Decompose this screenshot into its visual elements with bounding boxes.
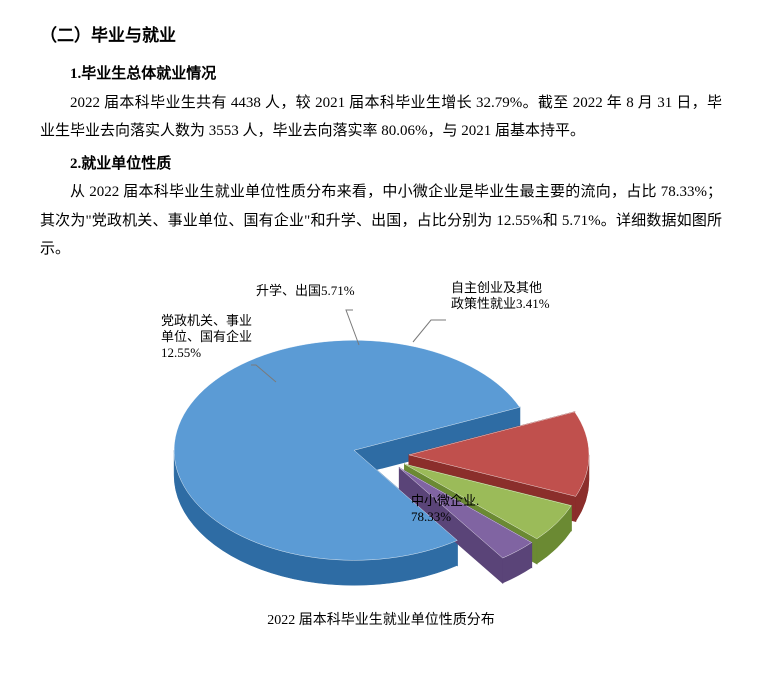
subsection-1-title: 1.毕业生总体就业情况 [40, 60, 722, 89]
pie-slice-label: 升学、出国5.71% [256, 283, 355, 298]
pie-chart: 中小微企业.78.33% 党政机关、事业单位、国有企业12.55% 升学、出国5.7… [101, 270, 661, 600]
pie-chart-container: 中小微企业.78.33% 党政机关、事业单位、国有企业12.55% 升学、出国5.7… [40, 270, 722, 635]
pie-slice-label: 12.55% [161, 345, 201, 360]
section-title: （二）毕业与就业 [40, 20, 722, 52]
pie-slice-label: 78.33% [411, 509, 451, 524]
pie-slice-label: 单位、国有企业 [161, 329, 252, 344]
paragraph-2: 从 2022 届本科毕业生就业单位性质分布来看，中小微企业是毕业生最主要的流向，… [40, 178, 722, 264]
chart-caption: 2022 届本科毕业生就业单位性质分布 [267, 608, 495, 635]
pie-slice-label: 中小微企业. [411, 493, 479, 508]
pie-slice-label: 党政机关、事业 [161, 313, 252, 328]
pie-slice-label: 自主创业及其他 [451, 280, 542, 295]
paragraph-1: 2022 届本科毕业生共有 4438 人，较 2021 届本科毕业生增长 32.… [40, 89, 722, 146]
subsection-2-title: 2.就业单位性质 [40, 150, 722, 179]
pie-slice-label: 政策性就业3.41% [451, 296, 550, 311]
